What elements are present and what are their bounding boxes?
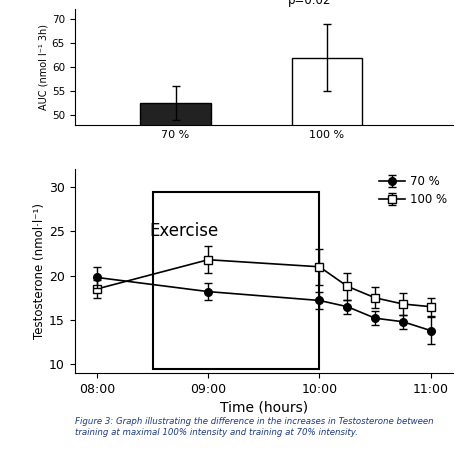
- Y-axis label: AUC (nmol l⁻¹ 3h): AUC (nmol l⁻¹ 3h): [39, 24, 49, 110]
- X-axis label: Time (hours): Time (hours): [220, 400, 308, 414]
- Text: Figure 3: Graph illustrating the difference in the increases in Testosterone bet: Figure 3: Graph illustrating the differe…: [75, 417, 433, 437]
- Text: Exercise: Exercise: [149, 222, 219, 241]
- Bar: [291, 57, 362, 356]
- Bar: [153, 191, 319, 368]
- Legend: 70 %, 100 %: 70 %, 100 %: [379, 175, 447, 206]
- Y-axis label: Testosterone (nmol·l⁻¹): Testosterone (nmol·l⁻¹): [33, 203, 46, 339]
- Bar: [140, 103, 211, 356]
- Text: p=0.02: p=0.02: [288, 0, 331, 7]
